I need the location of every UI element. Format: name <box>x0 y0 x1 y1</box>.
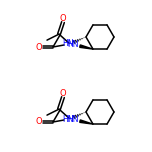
Text: HN: HN <box>62 40 74 48</box>
Text: HN: HN <box>67 40 79 49</box>
Text: O: O <box>60 89 66 98</box>
Text: HN: HN <box>67 115 79 124</box>
Text: O: O <box>36 43 42 52</box>
Text: O: O <box>60 14 66 23</box>
Polygon shape <box>80 120 93 124</box>
Polygon shape <box>80 45 93 49</box>
Text: O: O <box>36 117 42 126</box>
Text: HN: HN <box>62 114 74 123</box>
